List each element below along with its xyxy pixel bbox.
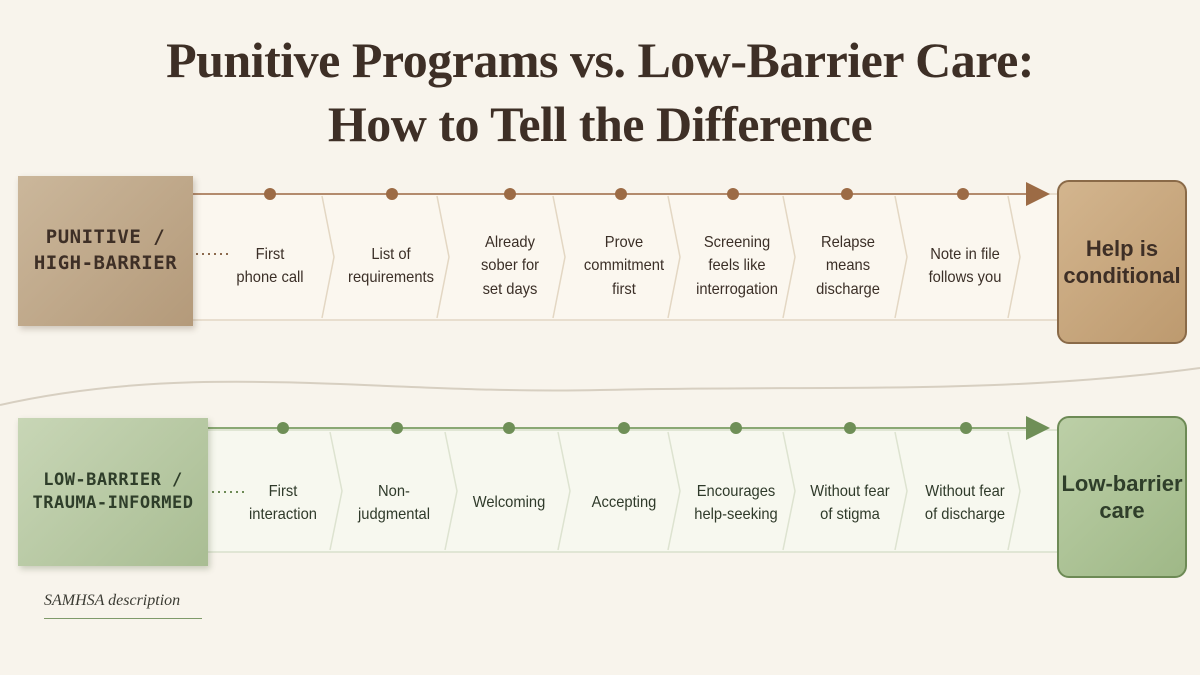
punitive-step-dot bbox=[504, 188, 516, 200]
lowbarrier-step-dot bbox=[391, 422, 403, 434]
punitive-step: Note in file follows you bbox=[928, 245, 1002, 286]
lowbarrier-step-dot bbox=[618, 422, 630, 434]
punitive-step-dot bbox=[386, 188, 398, 200]
section-divider bbox=[0, 367, 1200, 406]
lowbarrier-label: LOW-BARRIER / TRAUMA-INFORMED bbox=[18, 418, 208, 566]
lowbarrier-step: Accepting bbox=[591, 494, 657, 512]
lowbarrier-step: First interaction bbox=[249, 482, 317, 523]
lowbarrier-outcome: Low-barrier care bbox=[1057, 416, 1187, 578]
punitive-step-dot bbox=[957, 188, 969, 200]
lowbarrier-step: Encourages help-seeking bbox=[694, 482, 778, 523]
punitive-chevron bbox=[782, 195, 796, 319]
punitive-outcome: Help is conditional bbox=[1057, 180, 1187, 344]
punitive-step: Already sober for set days bbox=[480, 234, 540, 298]
source-underline bbox=[44, 618, 202, 619]
lowbarrier-step: Without fear of discharge bbox=[924, 482, 1006, 523]
punitive-chevron bbox=[894, 195, 908, 319]
lowbarrier-chevron bbox=[782, 431, 796, 551]
punitive-chevron bbox=[667, 195, 681, 319]
lowbarrier-chevron bbox=[1007, 431, 1021, 551]
punitive-chevron bbox=[436, 195, 450, 319]
lowbarrier-chevron bbox=[894, 431, 908, 551]
punitive-step-dot bbox=[264, 188, 276, 200]
lowbarrier-step-dot bbox=[730, 422, 742, 434]
punitive-step-dot bbox=[841, 188, 853, 200]
lowbarrier-step: Welcoming bbox=[472, 494, 546, 512]
lowbarrier-chevron bbox=[557, 431, 571, 551]
punitive-label: PUNITIVE / HIGH-BARRIER bbox=[18, 176, 193, 326]
lowbarrier-chevron bbox=[667, 431, 681, 551]
punitive-step-dot bbox=[615, 188, 627, 200]
punitive-band bbox=[189, 193, 1063, 321]
punitive-step: First phone call bbox=[236, 245, 304, 286]
punitive-chevron bbox=[1007, 195, 1021, 319]
lowbarrier-step-dot bbox=[844, 422, 856, 434]
lowbarrier-step-dot bbox=[277, 422, 289, 434]
punitive-chevron bbox=[321, 195, 335, 319]
punitive-chevron bbox=[552, 195, 566, 319]
lowbarrier-step: Without fear of stigma bbox=[810, 482, 890, 523]
source-caption: SAMHSA description bbox=[44, 592, 181, 609]
title-line-2: How to Tell the Difference bbox=[327, 96, 873, 152]
punitive-step: List of requirements bbox=[348, 245, 434, 286]
lowbarrier-step-dot bbox=[960, 422, 972, 434]
punitive-step: Screening feels like interrogation bbox=[696, 234, 778, 298]
punitive-step-dot bbox=[727, 188, 739, 200]
punitive-step: Relapse means discharge bbox=[816, 234, 880, 298]
lowbarrier-step-dot bbox=[503, 422, 515, 434]
lowbarrier-chevron bbox=[444, 431, 458, 551]
lowbarrier-chevron bbox=[329, 431, 343, 551]
title-line-1: Punitive Programs vs. Low-Barrier Care: bbox=[166, 32, 1034, 88]
lowbarrier-step: Non- judgmental bbox=[357, 482, 431, 523]
punitive-step: Prove commitment first bbox=[583, 234, 665, 298]
